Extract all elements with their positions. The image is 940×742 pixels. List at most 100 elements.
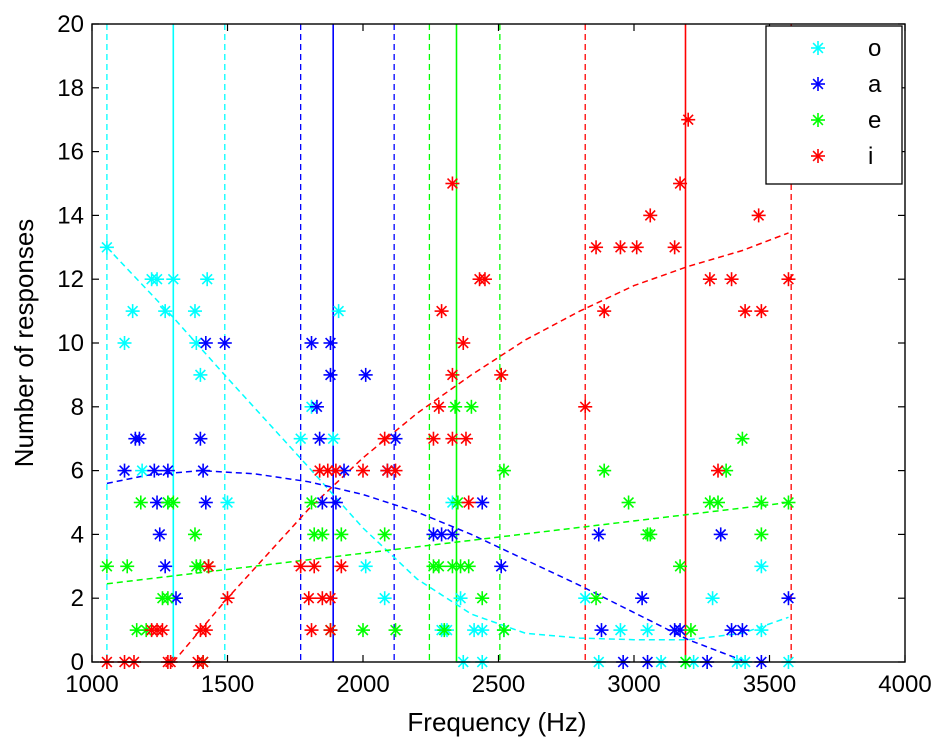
axes: 1000 1500 2000 2500 3000 3500 4000 0 2 4 6 8 10 12 14 1… (57, 11, 931, 698)
point-e (754, 527, 769, 542)
point-o (754, 623, 769, 638)
point-e (464, 399, 479, 414)
point-e (781, 495, 796, 510)
point-o (193, 367, 208, 382)
point-a (713, 527, 728, 542)
point-i (738, 304, 753, 319)
point-o (99, 240, 114, 255)
point-a (673, 623, 688, 638)
point-i (426, 431, 441, 446)
point-i (589, 240, 604, 255)
point-o (187, 304, 202, 319)
point-e (437, 623, 452, 638)
point-o (613, 623, 628, 638)
point-e (99, 559, 114, 574)
point-i (711, 463, 726, 478)
point-i (781, 272, 796, 287)
point-o (640, 623, 655, 638)
point-i (461, 495, 476, 510)
point-i (629, 240, 644, 255)
legend-marker-i (811, 149, 825, 163)
point-i (597, 304, 612, 319)
legend-label-o: o (868, 35, 881, 62)
point-o (293, 431, 308, 446)
point-e (496, 463, 511, 478)
x-tick-label: 3000 (607, 671, 660, 698)
point-o (135, 463, 150, 478)
point-i (494, 367, 509, 382)
legend-label-e: e (868, 107, 881, 134)
point-i (431, 399, 446, 414)
point-a (312, 431, 327, 446)
data-points (99, 112, 796, 669)
point-a (196, 463, 211, 478)
point-i (198, 623, 213, 638)
point-i (356, 463, 370, 478)
legend-label-a: a (868, 71, 882, 98)
point-e (315, 527, 330, 542)
point-o (166, 272, 181, 287)
point-i (477, 272, 492, 287)
point-i (673, 176, 688, 191)
point-o (453, 591, 468, 606)
point-o (705, 591, 720, 606)
point-i (643, 208, 658, 223)
x-tick-label: 2000 (336, 671, 389, 698)
point-i (754, 304, 769, 319)
point-i (445, 431, 460, 446)
y-tick-label: 14 (57, 202, 84, 229)
point-e (475, 591, 490, 606)
point-e (356, 623, 370, 638)
point-e (166, 495, 181, 510)
x-tick-label: 3500 (743, 671, 796, 698)
point-a (591, 527, 606, 542)
y-tick-label: 8 (71, 394, 84, 421)
point-i (220, 591, 235, 606)
point-i (751, 208, 766, 223)
x-axis-label: Frequency (Hz) (407, 707, 586, 737)
point-a (217, 336, 232, 350)
y-tick-label: 6 (71, 458, 84, 485)
legend-box (765, 25, 903, 185)
y-tick-label: 20 (57, 11, 84, 38)
point-a (304, 336, 319, 350)
point-a (445, 527, 460, 542)
point-o (754, 559, 769, 574)
point-a (198, 495, 213, 510)
point-a (594, 623, 609, 638)
point-e (334, 527, 349, 542)
y-tick-label: 18 (57, 75, 84, 102)
point-i (334, 559, 349, 574)
point-i (681, 112, 696, 127)
point-i (293, 559, 308, 574)
point-a (781, 591, 796, 606)
point-o (200, 272, 215, 287)
point-i (377, 431, 392, 446)
point-i (155, 623, 170, 638)
point-o (150, 272, 165, 287)
point-i (456, 336, 471, 350)
point-e (589, 591, 604, 606)
x-tick-label: 1500 (201, 671, 254, 698)
x-tick-label: 4000 (878, 671, 931, 698)
point-e (735, 431, 750, 446)
y-tick-label: 0 (71, 649, 84, 676)
point-e (160, 591, 175, 606)
x-tick-label: 1000 (65, 671, 118, 698)
point-i (323, 591, 338, 606)
point-a (323, 367, 338, 382)
point-a (158, 559, 173, 574)
point-e (431, 559, 446, 574)
point-e (388, 623, 403, 638)
point-a (160, 463, 175, 478)
point-e (448, 399, 463, 414)
point-i (445, 176, 460, 191)
point-e (711, 495, 726, 510)
point-a (193, 431, 208, 446)
point-a (198, 336, 213, 350)
point-a (494, 559, 509, 574)
point-e (621, 495, 636, 510)
fit-curve-i (172, 232, 789, 663)
point-i (201, 559, 216, 574)
